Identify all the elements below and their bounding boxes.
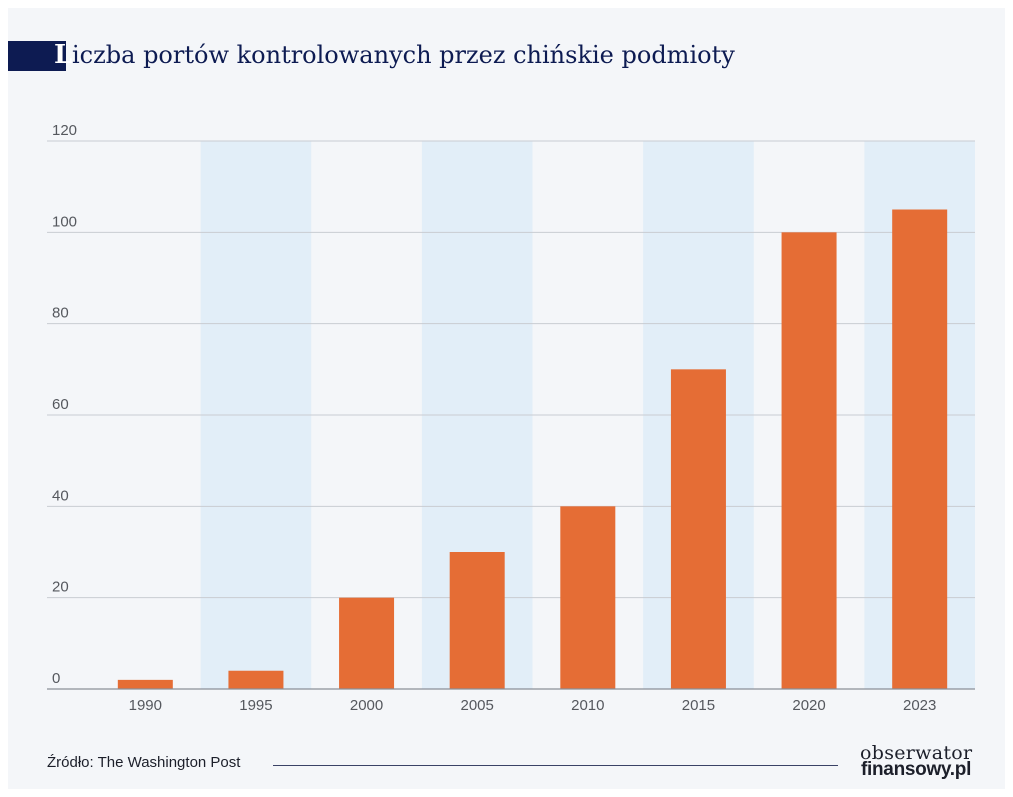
x-tick-label: 1990: [129, 697, 162, 714]
bar: [339, 597, 395, 689]
title-accent-tab: [8, 41, 66, 71]
y-tick-label: 40: [52, 487, 69, 504]
bar: [781, 232, 837, 690]
y-tick-label: 0: [52, 670, 60, 687]
logo-top-text: obserwator: [860, 742, 973, 764]
bar: [560, 506, 616, 689]
source-note: Źródło: The Washington Post: [47, 754, 241, 771]
bar: [228, 670, 284, 689]
x-tick-label: 2023: [903, 697, 936, 714]
bar: [117, 679, 173, 689]
bar: [449, 552, 505, 689]
y-tick-label: 20: [52, 579, 69, 596]
title-text: iczba portów kontrolowanych przez chińsk…: [72, 41, 735, 69]
title-initial-letter: L: [54, 40, 73, 70]
publisher-logo: obserwator finansowy.pl: [842, 742, 982, 784]
x-tick-label: 2000: [350, 697, 383, 714]
x-tick-label: 2005: [461, 697, 494, 714]
x-tick-label: 2010: [571, 697, 604, 714]
x-tick-label: 2015: [682, 697, 715, 714]
y-tick-label: 60: [52, 396, 69, 413]
logo-bottom-text: finansowy.pl: [861, 759, 972, 780]
x-tick-label: 2020: [792, 697, 825, 714]
y-tick-label: 100: [52, 213, 77, 230]
footer-divider: [273, 765, 838, 766]
bar: [670, 369, 726, 689]
bar: [892, 209, 948, 689]
y-tick-label: 80: [52, 305, 69, 322]
y-tick-label: 120: [52, 122, 77, 139]
x-tick-label: 1995: [239, 697, 272, 714]
